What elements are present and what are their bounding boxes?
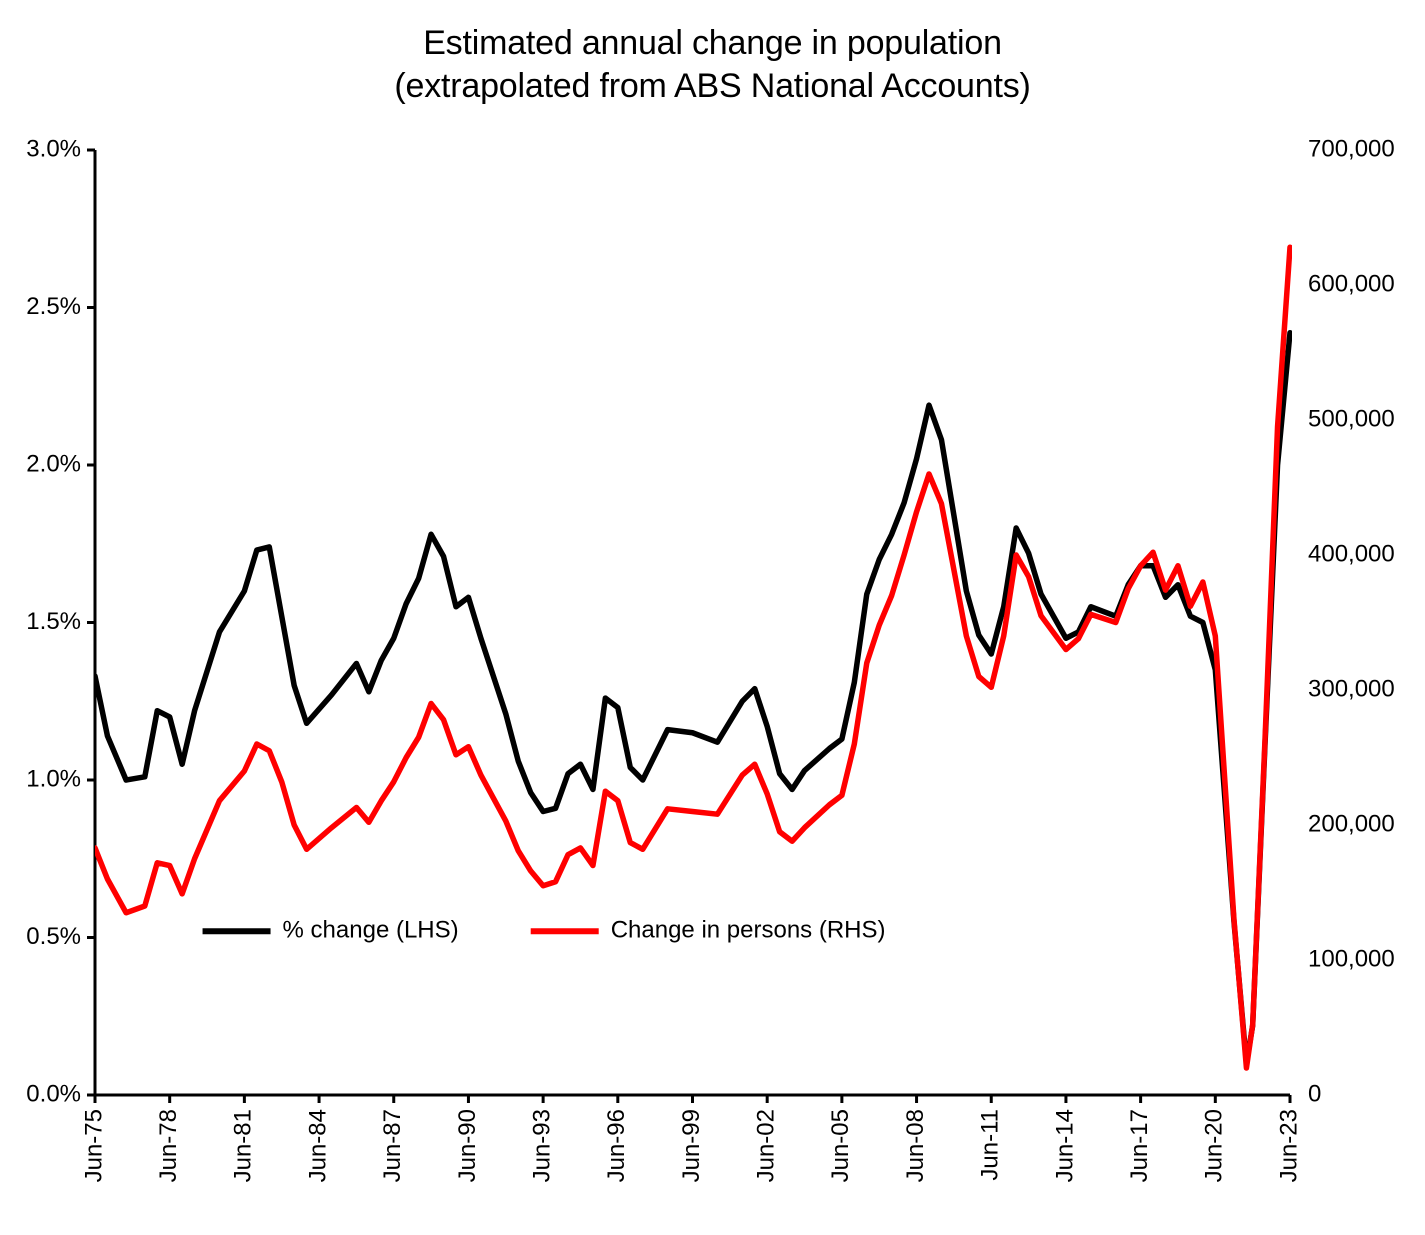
x-tick-label: Jun-84 [304,1109,331,1182]
y-left-tick-label: 2.5% [26,293,81,320]
x-tick-label: Jun-87 [379,1109,406,1182]
x-tick-label: Jun-90 [454,1109,481,1182]
x-tick-label-group: Jun-96 [603,1109,630,1182]
x-tick-label: Jun-99 [678,1109,705,1182]
chart-container: Estimated annual change in population (e… [0,0,1425,1235]
x-tick-label-group: Jun-02 [753,1109,780,1182]
y-left-tick-label: 3.0% [26,135,81,162]
x-tick-label: Jun-02 [753,1109,780,1182]
title-line-1: Estimated annual change in population [423,24,1002,62]
x-tick-label: Jun-14 [1051,1109,1078,1182]
y-left-tick-label: 1.5% [26,608,81,635]
x-tick-label: Jun-20 [1201,1109,1228,1182]
x-tick-label-group: Jun-78 [155,1109,182,1182]
x-tick-label: Jun-17 [1126,1109,1153,1182]
y-right-tick-label: 600,000 [1308,270,1395,297]
x-tick-label: Jun-96 [603,1109,630,1182]
x-tick-label-group: Jun-17 [1126,1109,1153,1182]
title-line-2: (extrapolated from ABS National Accounts… [394,67,1030,105]
chart-svg: 0.0% 0.5% 1.0% 1.5% 2.0% 2.5% 3.0% 0 100,000 200,… [0,0,1425,1235]
y-left-tick-label: 2.0% [26,450,81,477]
series-pct-change [95,333,1290,1064]
series-persons [95,247,1290,1068]
legend-label: % change (LHS) [283,917,459,944]
y-left-tick-label: 0.5% [26,923,81,950]
x-tick-label: Jun-75 [80,1109,107,1182]
x-tick-label: Jun-81 [230,1109,257,1182]
y-right-tick-label: 200,000 [1308,810,1395,837]
y-left-tick-label: 0.0% [26,1080,81,1107]
x-tick-label-group: Jun-81 [230,1109,257,1182]
y-right-tick-label: 0 [1308,1080,1321,1107]
y-right-tick-label: 100,000 [1308,945,1395,972]
x-tick-label-group: Jun-14 [1051,1109,1078,1182]
x-tick-label: Jun-11 [977,1109,1004,1181]
y-right-tick-label: 500,000 [1308,405,1395,432]
legend-label: Change in persons (RHS) [611,917,886,944]
x-tick-label-group: Jun-90 [454,1109,481,1182]
series-group [95,247,1290,1068]
x-tick-label-group: Jun-11 [977,1109,1004,1181]
x-tick-label-group: Jun-08 [902,1109,929,1182]
x-tick-label: Jun-78 [155,1109,182,1182]
x-tick-label-group: Jun-99 [678,1109,705,1182]
x-tick-label-group: Jun-23 [1275,1109,1302,1182]
x-tick-label-group: Jun-05 [827,1109,854,1182]
x-tick-label: Jun-23 [1275,1109,1302,1182]
x-tick-label: Jun-93 [528,1109,555,1182]
x-tick-label-group: Jun-84 [304,1109,331,1182]
x-tick-label-group: Jun-75 [80,1109,107,1182]
y-right-tick-label: 400,000 [1308,540,1395,567]
x-tick-label-group: Jun-20 [1201,1109,1228,1182]
y-right-tick-label: 700,000 [1308,135,1395,162]
y-left-tick-label: 1.0% [26,765,81,792]
x-tick-label-group: Jun-93 [528,1109,555,1182]
x-tick-label: Jun-08 [902,1109,929,1182]
x-tick-label: Jun-05 [827,1109,854,1182]
x-tick-label-group: Jun-87 [379,1109,406,1182]
y-right-tick-label: 300,000 [1308,675,1395,702]
chart-title: Estimated annual change in population (e… [0,22,1425,107]
